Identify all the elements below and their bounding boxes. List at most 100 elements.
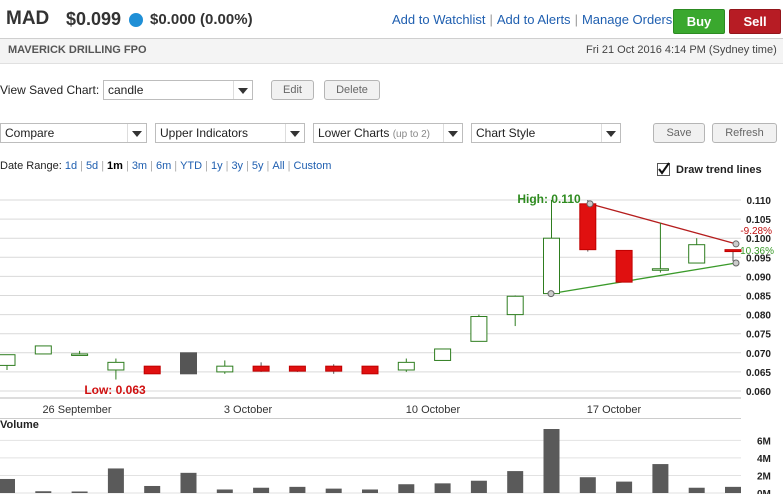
save-button[interactable]: Save	[653, 123, 705, 143]
trend-pct-red: -9.28%	[740, 226, 772, 237]
range-option-5d[interactable]: 5d	[85, 160, 99, 172]
volume-bar	[35, 491, 52, 493]
candle	[543, 237, 560, 295]
status-dot-icon	[129, 13, 143, 27]
y-tick-label: 0.075	[746, 330, 771, 341]
saved-chart-select[interactable]: candle	[103, 80, 253, 100]
trend-pct-green: 10.36%	[740, 246, 774, 257]
saved-chart-label: View Saved Chart:	[0, 83, 100, 97]
y-tick-label: 0.070	[746, 349, 771, 360]
range-separator: |	[150, 160, 153, 172]
volume-tick-label: 4M	[757, 454, 771, 465]
volume-bar	[216, 489, 233, 493]
add-to-watchlist-link[interactable]: Add to Watchlist	[392, 12, 486, 27]
volume-bar	[398, 484, 415, 493]
range-separator: |	[225, 160, 229, 172]
company-name: MAVERICK DRILLING FPO	[8, 44, 147, 56]
trend-handle	[586, 200, 594, 208]
upper-indicators-select[interactable]: Upper Indicators	[155, 123, 305, 143]
y-tick-label: 0.095	[746, 253, 771, 264]
range-separator: |	[205, 160, 208, 172]
y-tick-label: 0.110	[747, 196, 772, 207]
candle	[651, 268, 669, 271]
volume-tick-label: 2M	[757, 471, 771, 482]
volume-bar	[71, 491, 88, 493]
range-option-5y[interactable]: 5y	[251, 160, 264, 172]
range-option-1y[interactable]: 1y	[210, 160, 223, 172]
candle	[107, 361, 125, 371]
volume-bar	[543, 429, 560, 493]
price-chart[interactable]: 0.110 0.105 0.100 0.095 0.090 0.085 0.080 0.075…	[0, 186, 783, 418]
candle	[434, 348, 452, 361]
range-separator: |	[266, 160, 270, 172]
high-label: High: 0.110	[517, 192, 581, 206]
range-option-all[interactable]: All	[272, 160, 285, 172]
volume-bar	[289, 486, 306, 493]
volume-bar	[507, 471, 524, 493]
trend-handle	[547, 290, 555, 298]
range-separator: |	[246, 160, 249, 172]
price-change: $0.000 (0.00%)	[150, 11, 253, 28]
candle	[579, 203, 597, 251]
ticker-symbol: MAD	[6, 8, 50, 29]
compare-select[interactable]: Compare	[0, 123, 147, 143]
volume-label: Volume	[0, 419, 39, 431]
chevron-down-icon	[601, 124, 620, 142]
delete-chart-button[interactable]: Delete	[324, 80, 380, 100]
refresh-button[interactable]: Refresh	[712, 123, 777, 143]
lower-charts-note: (up to 2)	[392, 129, 430, 140]
volume-tick-label: 0M	[757, 489, 771, 494]
range-option-1d[interactable]: 1d	[64, 160, 78, 172]
lower-charts-label: Lower Charts	[318, 126, 390, 140]
trend-line-resistance	[589, 203, 737, 245]
candle	[216, 365, 234, 373]
chart-style-label: Chart Style	[476, 126, 536, 140]
candle	[688, 244, 706, 264]
range-separator: |	[174, 160, 178, 172]
chevron-down-icon	[233, 81, 252, 99]
trend-line-support	[550, 262, 737, 295]
y-tick-label: 0.090	[746, 272, 771, 283]
range-option-6m[interactable]: 6m	[155, 160, 172, 172]
chart-style-select[interactable]: Chart Style	[471, 123, 621, 143]
candle	[252, 365, 270, 372]
range-option-1m[interactable]: 1m	[107, 160, 123, 172]
range-option-ytd[interactable]: YTD	[180, 160, 203, 172]
lower-charts-select[interactable]: Lower Charts (up to 2)	[313, 123, 463, 143]
saved-chart-value: candle	[108, 83, 144, 97]
range-separator: |	[80, 160, 83, 172]
compare-label: Compare	[5, 126, 55, 140]
add-to-alerts-link[interactable]: Add to Alerts	[496, 12, 571, 27]
volume-bar	[0, 478, 15, 493]
candle	[0, 354, 16, 366]
buy-button[interactable]: Buy	[673, 9, 725, 34]
chevron-down-icon	[443, 124, 462, 142]
header-links: Add to Watchlist | Add to Alerts | Manage Or…	[392, 12, 673, 27]
volume-bar	[325, 488, 342, 493]
range-option-3m[interactable]: 3m	[131, 160, 148, 172]
x-tick-label: 10 October	[406, 404, 461, 416]
candle	[34, 345, 52, 355]
header-divider	[0, 38, 783, 39]
date-range-label: Date Range:	[0, 160, 62, 172]
sell-button[interactable]: Sell	[729, 9, 781, 34]
y-tick-label: 0.085	[746, 292, 771, 303]
trend-handle	[732, 259, 740, 267]
volume-bar	[434, 483, 451, 493]
chevron-down-icon	[127, 124, 146, 142]
volume-bar	[180, 472, 197, 493]
candle	[71, 353, 89, 356]
volume-bar	[362, 489, 378, 493]
range-separator: |	[287, 160, 291, 172]
candle	[288, 365, 306, 372]
manage-orders-link[interactable]: Manage Orders	[581, 12, 673, 27]
y-tick-label: 0.080	[746, 311, 771, 322]
draw-trend-lines-checkbox[interactable]	[657, 162, 670, 176]
range-option-custom[interactable]: Custom	[293, 160, 332, 172]
x-tick-label: 26 September	[42, 404, 111, 416]
draw-trend-lines-label: Draw trend lines	[676, 164, 762, 176]
range-option-3y[interactable]: 3y	[231, 160, 244, 172]
quote-datetime: Fri 21 Oct 2016 4:14 PM (Sydney time)	[586, 44, 777, 56]
edit-chart-button[interactable]: Edit	[271, 80, 314, 100]
x-tick-label: 17 October	[587, 404, 642, 416]
